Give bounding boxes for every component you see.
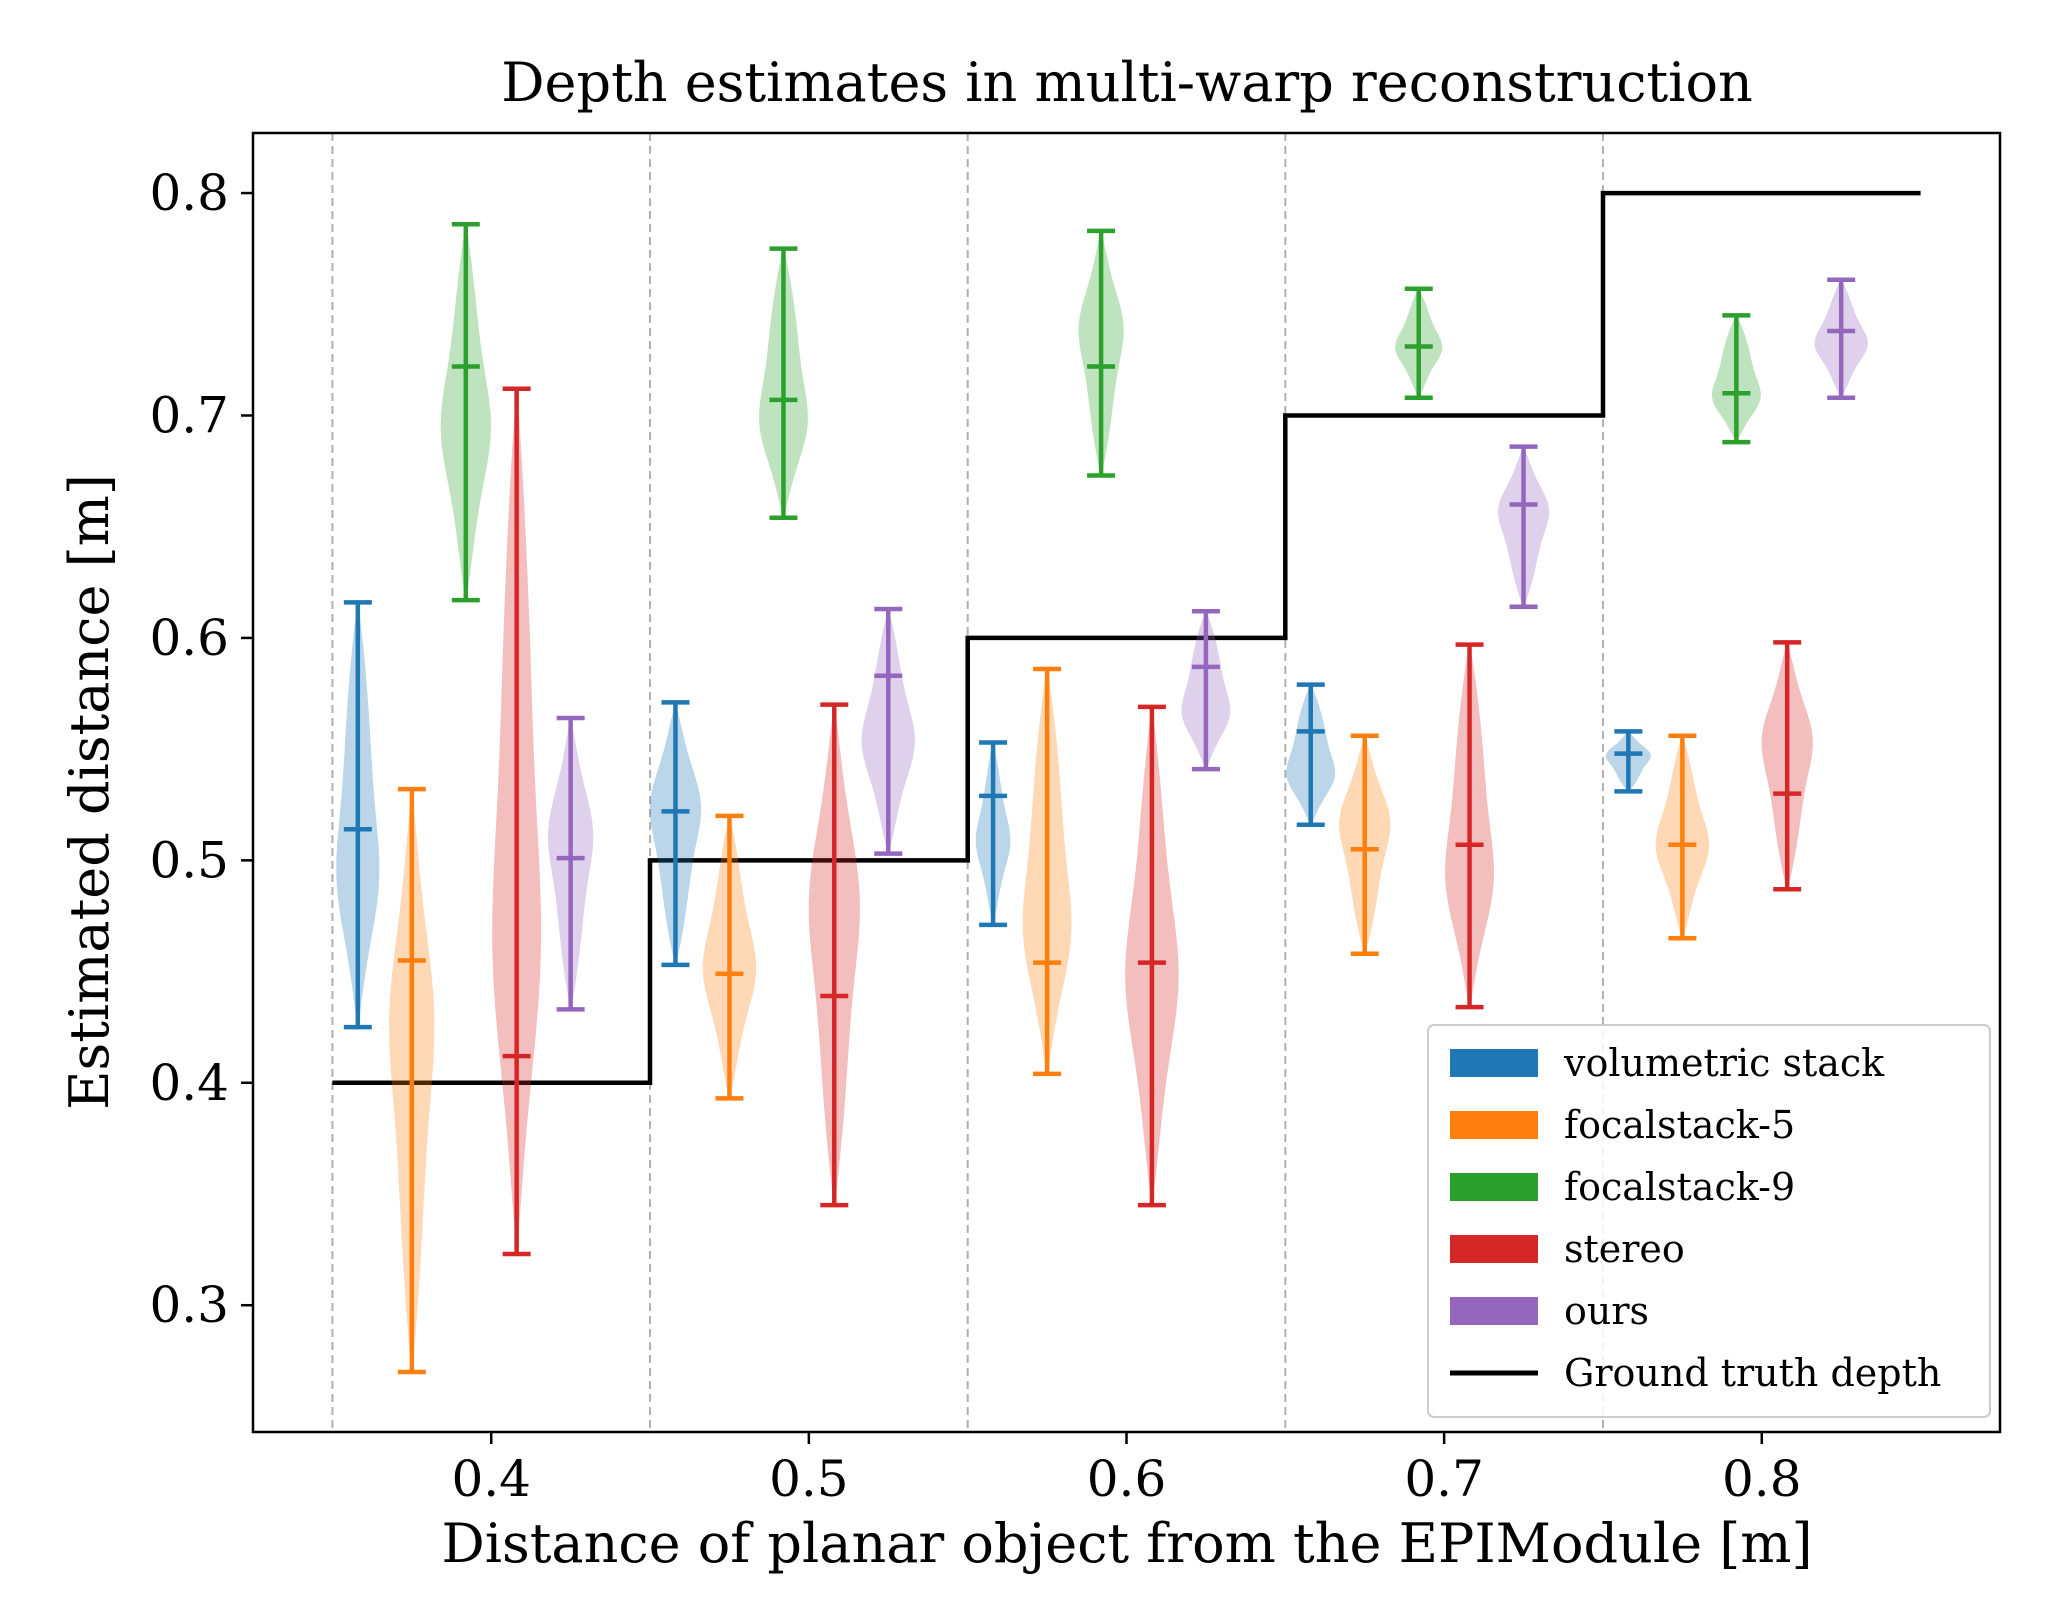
legend-swatch — [1450, 1297, 1538, 1325]
y-tick-label: 0.4 — [149, 1054, 229, 1112]
y-tick-label: 0.8 — [149, 164, 229, 222]
legend-swatch — [1450, 1235, 1538, 1263]
x-tick-label: 0.7 — [1404, 1450, 1484, 1508]
y-tick-label: 0.5 — [149, 831, 229, 889]
legend-label: stereo — [1564, 1227, 1685, 1271]
legend-swatch — [1450, 1111, 1538, 1139]
legend-box — [1427, 1024, 1991, 1418]
y-axis-label: Estimated distance [m] — [58, 474, 121, 1110]
ground-truth-line — [332, 190, 1921, 1086]
x-tick-label: 0.4 — [451, 1450, 531, 1508]
legend-label: Ground truth depth — [1564, 1351, 1941, 1395]
legend-label: volumetric stack — [1563, 1041, 1885, 1085]
legend-swatch — [1450, 1049, 1538, 1077]
x-axis-label: Distance of planar object from the EPIMo… — [441, 1512, 1812, 1575]
legend-label: focalstack-9 — [1564, 1165, 1795, 1209]
legend: volumetric stack focalstack-5 focalstack-9… — [1427, 1024, 1991, 1418]
legend-swatch — [1450, 1173, 1538, 1201]
y-tick-label: 0.6 — [149, 609, 229, 667]
y-tick-label: 0.3 — [149, 1276, 229, 1334]
x-tick-label: 0.5 — [769, 1450, 849, 1508]
x-tick-label: 0.6 — [1087, 1450, 1167, 1508]
y-tick-label: 0.7 — [149, 386, 229, 444]
chart-title: Depth estimates in multi-warp reconstruc… — [501, 51, 1753, 114]
x-axis: 0.4 0.5 0.6 0.7 0.8 — [451, 1432, 1802, 1508]
y-axis: 0.3 0.4 0.5 0.6 0.7 0.8 — [149, 164, 253, 1334]
x-tick-label: 0.8 — [1722, 1450, 1802, 1508]
plot-area — [251, 131, 2002, 1434]
legend-label: focalstack-5 — [1564, 1103, 1795, 1147]
legend-label: ours — [1564, 1289, 1649, 1333]
